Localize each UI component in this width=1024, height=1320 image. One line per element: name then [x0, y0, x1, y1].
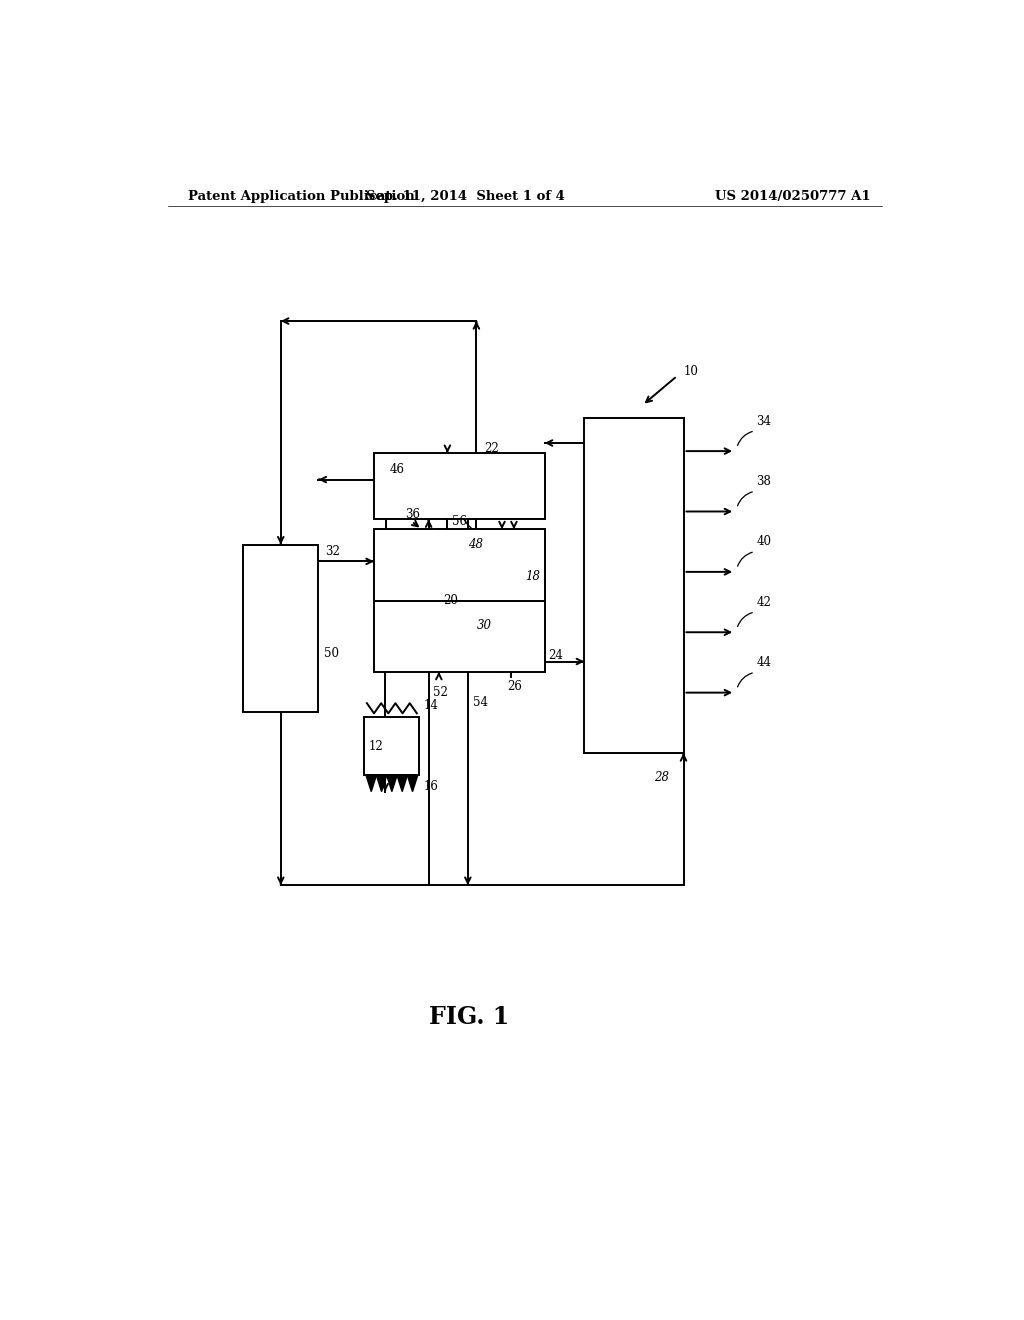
Text: 48: 48 — [468, 537, 483, 550]
Text: FIG. 1: FIG. 1 — [429, 1006, 509, 1030]
Text: 46: 46 — [390, 463, 404, 477]
Polygon shape — [387, 775, 397, 792]
Text: Patent Application Publication: Patent Application Publication — [187, 190, 415, 202]
Polygon shape — [377, 775, 387, 792]
Text: 26: 26 — [507, 680, 521, 693]
Text: 50: 50 — [324, 647, 339, 660]
Text: 16: 16 — [423, 780, 438, 793]
Text: US 2014/0250777 A1: US 2014/0250777 A1 — [715, 190, 870, 202]
Text: 32: 32 — [325, 545, 340, 558]
Text: 52: 52 — [432, 685, 447, 698]
Text: 34: 34 — [757, 414, 771, 428]
Text: 24: 24 — [549, 649, 563, 661]
Bar — [374, 453, 545, 519]
Text: 14: 14 — [423, 700, 438, 713]
Text: 18: 18 — [524, 570, 540, 583]
Polygon shape — [367, 775, 377, 792]
Text: 44: 44 — [757, 656, 771, 669]
Text: 12: 12 — [369, 741, 383, 752]
Text: 40: 40 — [757, 536, 771, 549]
Text: 54: 54 — [473, 696, 487, 709]
Text: 28: 28 — [653, 771, 669, 784]
Text: 36: 36 — [404, 508, 420, 521]
Text: 20: 20 — [443, 594, 459, 607]
Bar — [374, 529, 545, 601]
Text: 42: 42 — [757, 595, 771, 609]
Text: 30: 30 — [476, 619, 492, 632]
Text: 56: 56 — [453, 515, 467, 528]
Bar — [585, 417, 684, 752]
Polygon shape — [397, 775, 408, 792]
Bar — [365, 718, 419, 775]
Text: 38: 38 — [757, 475, 771, 488]
Polygon shape — [408, 775, 418, 792]
Bar — [374, 595, 545, 672]
Text: 22: 22 — [484, 442, 499, 454]
Bar — [243, 545, 318, 713]
Text: 10: 10 — [684, 366, 698, 379]
Text: Sep. 11, 2014  Sheet 1 of 4: Sep. 11, 2014 Sheet 1 of 4 — [366, 190, 564, 202]
